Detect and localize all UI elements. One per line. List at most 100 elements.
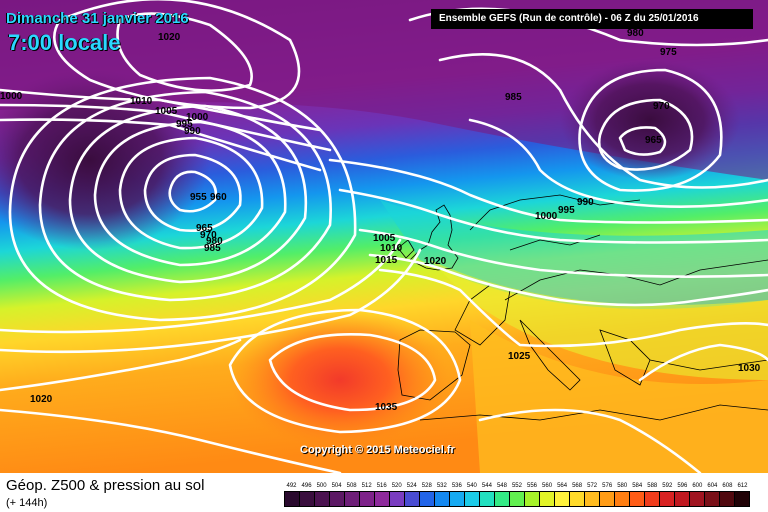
- scale-swatch: [600, 492, 615, 506]
- scale-label: 528: [421, 483, 432, 489]
- copyright-notice: Copyright © 2015 Meteociel.fr: [300, 444, 455, 456]
- scale-swatch: [450, 492, 465, 506]
- scale-label: 576: [602, 483, 613, 489]
- scale-label: 544: [481, 483, 492, 489]
- scale-swatch: [360, 492, 375, 506]
- isobar-label: 970: [653, 101, 670, 112]
- scale-label: 552: [511, 483, 522, 489]
- isobar-label: 1015: [375, 255, 398, 266]
- isobar-label: 985: [505, 92, 522, 103]
- isobar-label: 1005: [155, 106, 178, 117]
- isobar-label: 960: [210, 192, 227, 203]
- scale-label: 548: [496, 483, 507, 489]
- scale-label: 600: [692, 483, 703, 489]
- scale-bar: [284, 491, 750, 507]
- isobar-label: 995: [176, 119, 193, 130]
- scale-swatch: [405, 492, 420, 506]
- scale-label: 560: [542, 483, 553, 489]
- scale-label: 604: [707, 483, 718, 489]
- weather-map: 1020 1000 1010 1005 1000 995 990 955 960…: [0, 0, 768, 473]
- scale-swatch: [705, 492, 720, 506]
- isobar-label: 975: [660, 47, 677, 58]
- isobar-label: 1035: [375, 402, 398, 413]
- isobar-label: 970: [200, 230, 217, 241]
- isobar-label: 1000: [186, 112, 209, 123]
- isobar-label: 985: [204, 243, 221, 254]
- scale-swatch: [555, 492, 570, 506]
- scale-swatch: [330, 492, 345, 506]
- scale-swatch: [720, 492, 735, 506]
- isobar-label: 1005: [373, 233, 396, 244]
- scale-label: 492: [286, 483, 297, 489]
- scale-label: 500: [316, 483, 327, 489]
- isobar-label: 1010: [130, 96, 153, 107]
- isobar-label: 1000: [535, 211, 558, 222]
- isobar-label: 1020: [30, 394, 53, 405]
- scale-label: 568: [572, 483, 583, 489]
- scale-swatch: [375, 492, 390, 506]
- scale-label: 564: [557, 483, 568, 489]
- scale-label: 572: [587, 483, 598, 489]
- scale-label: 532: [436, 483, 447, 489]
- scale-label: 540: [466, 483, 477, 489]
- lead-time: (+ 144h): [6, 497, 48, 509]
- height-band-east-orange: [470, 320, 768, 473]
- scale-swatch: [675, 492, 690, 506]
- color-scale-legend: 492 496 500 504 508 512 516 520 524 528 532 536 540 5…: [284, 481, 750, 509]
- scale-swatch: [480, 492, 495, 506]
- low-pressure-core-ne: [560, 60, 740, 180]
- scale-swatch: [630, 492, 645, 506]
- isobar-label: 1010: [380, 243, 403, 254]
- scale-label: 496: [301, 483, 312, 489]
- isobar-label: 990: [184, 126, 201, 137]
- scale-swatch: [465, 492, 480, 506]
- scale-swatch: [540, 492, 555, 506]
- scale-swatch: [690, 492, 705, 506]
- scale-labels: 492 496 500 504 508 512 516 520 524 528 532 536 540 5…: [284, 481, 750, 491]
- scale-label: 588: [647, 483, 658, 489]
- isobar-label: 1025: [508, 351, 531, 362]
- scale-swatch: [510, 492, 525, 506]
- scale-swatch: [645, 492, 660, 506]
- scale-label: 524: [406, 483, 417, 489]
- scale-label: 596: [677, 483, 688, 489]
- scale-label: 580: [617, 483, 628, 489]
- isobar-label: 1020: [424, 256, 447, 267]
- isobar-label: 965: [196, 223, 213, 234]
- isobar-label: 1030: [738, 363, 761, 374]
- isobar-label: 1000: [0, 91, 23, 102]
- scale-swatch: [570, 492, 585, 506]
- high-pressure-core: [230, 310, 450, 450]
- scale-swatch: [660, 492, 675, 506]
- map-title: Géop. Z500 & pression au sol: [6, 477, 205, 494]
- isobar-label: 990: [577, 197, 594, 208]
- scale-swatch: [285, 492, 300, 506]
- isobar-label: 995: [558, 205, 575, 216]
- scale-swatch: [315, 492, 330, 506]
- scale-label: 536: [451, 483, 462, 489]
- scale-swatch: [300, 492, 315, 506]
- scale-swatch: [495, 492, 510, 506]
- scale-swatch: [735, 492, 750, 506]
- scale-swatch: [585, 492, 600, 506]
- scale-swatch: [615, 492, 630, 506]
- scale-label: 504: [331, 483, 342, 489]
- scale-label: 516: [376, 483, 387, 489]
- scale-swatch: [435, 492, 450, 506]
- scale-swatch: [390, 492, 405, 506]
- isobar-label: 965: [645, 135, 662, 146]
- scale-swatch: [525, 492, 540, 506]
- isobars: [0, 0, 768, 473]
- map-footer: Géop. Z500 & pression au sol (+ 144h) 49…: [0, 473, 768, 512]
- scale-swatch: [420, 492, 435, 506]
- isobar-label: 980: [206, 236, 223, 247]
- isobar-label: 980: [627, 28, 644, 39]
- scale-label: 512: [361, 483, 372, 489]
- scale-swatch: [345, 492, 360, 506]
- model-run-info: Ensemble GEFS (Run de contrôle) - 06 Z d…: [431, 9, 753, 29]
- scale-label: 608: [722, 483, 733, 489]
- scale-label: 508: [346, 483, 357, 489]
- forecast-time: 7:00 locale: [8, 30, 121, 55]
- scale-label: 520: [391, 483, 402, 489]
- scale-label: 584: [632, 483, 643, 489]
